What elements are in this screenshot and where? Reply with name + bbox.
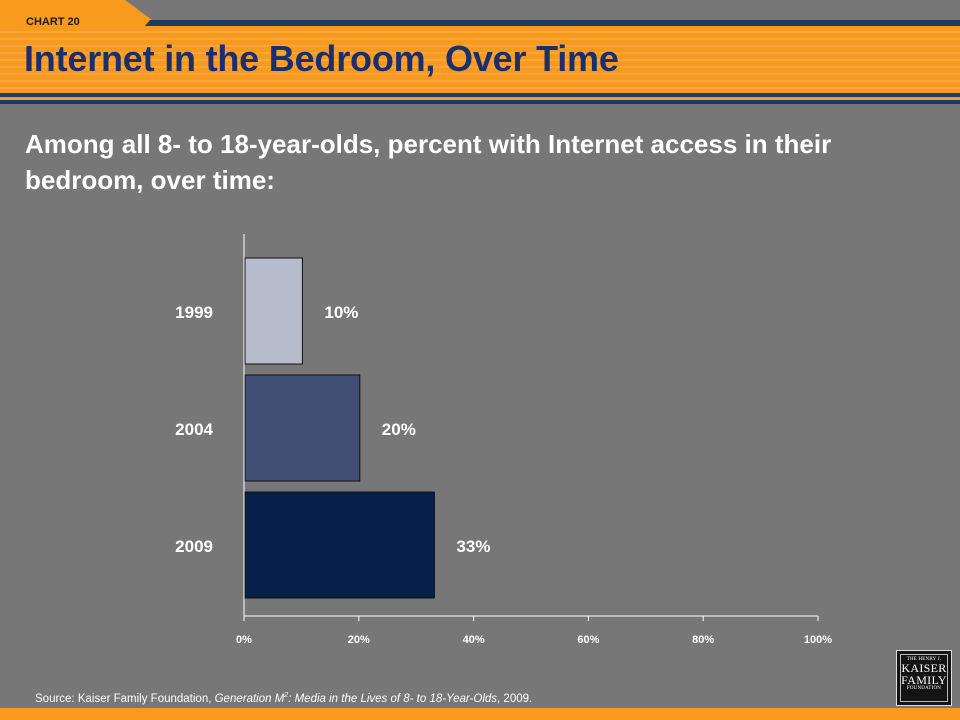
header-banner: CHART 20 Internet in the Bedroom, Over T… [0,0,960,104]
logo-line-3: FAMILY [901,673,947,687]
chart-subtitle: Among all 8- to 18-year-olds, percent wi… [25,129,832,195]
kaiser-family-foundation-logo: THE HENRY J. KAISER FAMILY FOUNDATION [896,650,952,706]
x-tick-label: 20% [348,634,370,646]
bar [244,491,435,599]
source-prefix: Source: Kaiser Family Foundation, [35,692,215,705]
x-tick-label: 80% [692,634,714,646]
source-pub-b: : Media in the Lives of 8- to 18-Year-Ol… [288,692,498,705]
logo-line-1: THE HENRY J. [906,657,942,662]
bar [244,374,361,482]
bar [244,257,303,365]
x-tick-label: 60% [577,634,599,646]
category-label: 1999 [175,303,213,322]
data-label: 10% [324,303,358,322]
page-title: Internet in the Bedroom, Over Time [24,38,619,79]
source-pub-sup: 2 [284,692,289,699]
category-label: 2004 [175,420,213,439]
source-suffix: , 2009. [497,692,533,705]
data-label: 33% [456,537,490,556]
logo-line-2: KAISER [901,661,947,675]
chart-number-tag: CHART 20 [26,16,80,28]
x-tick-label: 0% [236,634,252,646]
x-tick-label: 40% [463,634,485,646]
logo-line-4: FOUNDATION [906,686,942,691]
footer-bar [0,708,960,720]
category-label: 2009 [175,537,213,556]
logo-text: THE HENRY J. KAISER FAMILY FOUNDATION [900,654,948,702]
header-stripes [0,0,960,104]
source-pub-a: Generation M [214,692,285,705]
data-label: 20% [382,420,416,439]
source-publication: Generation M2: Media in the Lives of 8- … [214,692,498,705]
source-note: Source: Kaiser Family Foundation, Genera… [35,692,532,705]
x-tick-label: 100% [804,634,832,646]
